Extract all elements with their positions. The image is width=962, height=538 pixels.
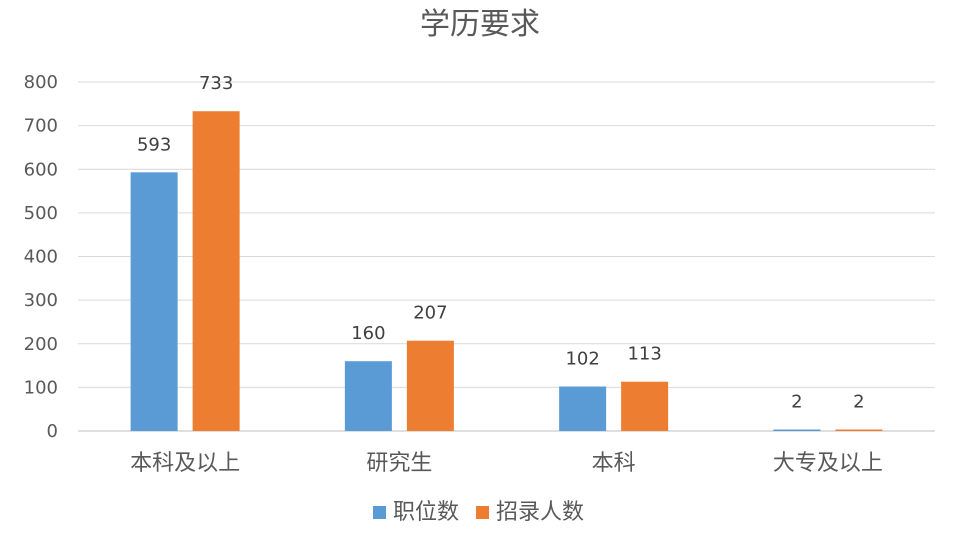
bar-positions — [344, 361, 392, 431]
y-tick-label: 700 — [24, 116, 58, 137]
bar-positions — [773, 429, 821, 431]
legend-label: 招录人数 — [496, 500, 584, 525]
y-tick-label: 100 — [24, 377, 58, 398]
legend-swatch — [373, 506, 386, 519]
y-tick-label: 800 — [24, 72, 58, 93]
y-tick-label: 600 — [24, 159, 58, 180]
data-label: 2 — [853, 392, 864, 413]
data-label: 102 — [565, 349, 599, 370]
y-tick-label: 400 — [24, 247, 58, 268]
bar-recruits — [406, 340, 454, 431]
legend-swatch — [476, 506, 489, 519]
bars — [130, 111, 883, 431]
bar-recruits — [192, 111, 240, 431]
x-category-label: 本科 — [592, 451, 636, 476]
y-tick-label: 0 — [47, 421, 58, 442]
data-label: 113 — [627, 344, 661, 365]
data-label: 2 — [791, 392, 802, 413]
y-tick-label: 500 — [24, 203, 58, 224]
legend: 职位数 招录人数 — [373, 500, 584, 525]
data-label: 593 — [137, 134, 171, 155]
data-labels: 593 733 160 207 102 113 2 2 — [137, 73, 865, 412]
data-label: 160 — [351, 323, 385, 344]
bar-recruits — [621, 381, 669, 431]
data-label: 207 — [413, 303, 447, 324]
bar-positions — [130, 172, 178, 431]
x-category-label: 大专及以上 — [773, 451, 883, 476]
bar-positions — [559, 386, 607, 431]
bar-recruits — [835, 429, 883, 431]
data-label: 733 — [199, 73, 233, 94]
axes: 0 100 200 300 400 500 600 700 800 本科及以上 研究生 本科 大专及以上 — [24, 72, 935, 476]
x-category-label: 本科及以上 — [130, 451, 240, 476]
x-category-label: 研究生 — [366, 451, 432, 476]
legend-label: 职位数 — [393, 500, 459, 525]
y-tick-label: 300 — [24, 290, 58, 311]
chart-title: 学历要求 — [420, 7, 540, 42]
y-tick-label: 200 — [24, 334, 58, 355]
